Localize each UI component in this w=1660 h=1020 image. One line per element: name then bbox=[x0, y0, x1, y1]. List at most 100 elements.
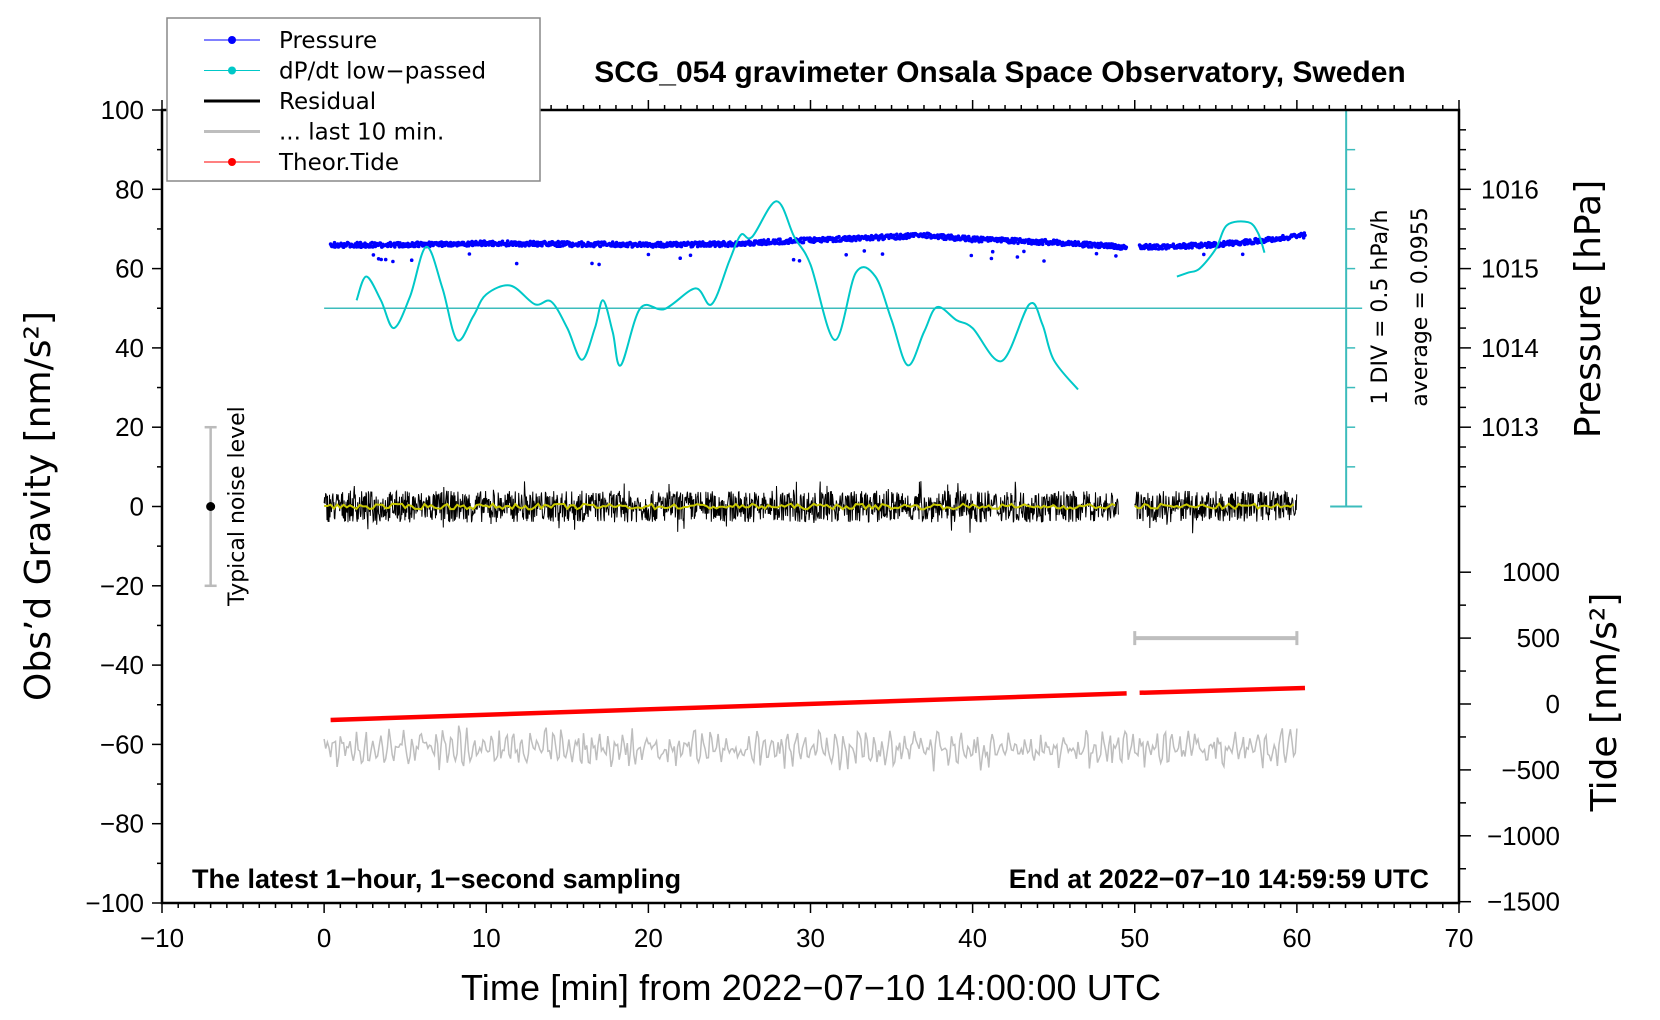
last-10-min-trace bbox=[323, 725, 1298, 772]
pressure-tick-label: 1014 bbox=[1481, 333, 1539, 363]
tick-labels: −10 0 10 20 30 40 50 60 70100806040200−20−40−60−… bbox=[85, 95, 1560, 953]
pressure-point bbox=[505, 239, 510, 243]
tide-tick-label: 1000 bbox=[1502, 557, 1560, 587]
pressure-point bbox=[370, 240, 374, 245]
y-axis-title: Obs’d Gravity [nm/s²] bbox=[18, 311, 59, 701]
x-tick-label: 40 bbox=[958, 923, 987, 953]
tide-tick-label: −1000 bbox=[1487, 821, 1560, 851]
tide-tick-label: 500 bbox=[1517, 623, 1560, 653]
pressure-axis-title: Pressure [hPa] bbox=[1568, 180, 1609, 438]
tide-tick-label: −1500 bbox=[1487, 887, 1560, 917]
pressure-series bbox=[1137, 231, 1307, 257]
pressure-point bbox=[385, 244, 390, 249]
pressure-point bbox=[1240, 252, 1245, 257]
tide-tick-label: −500 bbox=[1501, 755, 1560, 785]
y-tick-label: −60 bbox=[100, 729, 144, 759]
tide-line bbox=[330, 691, 1127, 723]
pressure-point bbox=[598, 244, 603, 249]
y-tick-label: 80 bbox=[115, 174, 144, 204]
pressure-point bbox=[1022, 249, 1026, 254]
x-tick-label: 50 bbox=[1120, 923, 1149, 953]
x-tick-label: 10 bbox=[472, 923, 501, 953]
legend-marker bbox=[228, 66, 236, 75]
pressure-point bbox=[799, 236, 804, 241]
annotation-left: The latest 1−hour, 1−second sampling bbox=[192, 864, 681, 894]
pressure-point bbox=[646, 252, 651, 257]
pressure-point bbox=[383, 257, 388, 262]
legend-entry: ... last 10 min. bbox=[204, 120, 444, 146]
y-tick-label: 40 bbox=[115, 333, 144, 363]
pressure-point bbox=[788, 237, 793, 241]
plot-frame bbox=[160, 108, 1461, 905]
pressure-point bbox=[989, 256, 994, 261]
residual-filtered-trace bbox=[324, 502, 1116, 511]
pressure-point bbox=[778, 237, 782, 241]
pressure-point bbox=[969, 253, 974, 258]
pressure-point bbox=[1187, 246, 1191, 250]
legend-label: Residual bbox=[279, 89, 376, 115]
pressure-tick-label: 1015 bbox=[1481, 254, 1539, 284]
pressure-point bbox=[1005, 237, 1010, 241]
pressure-tick-label: 1013 bbox=[1481, 412, 1539, 442]
series-layer bbox=[204, 109, 1363, 772]
legend-entry: dP/dt low−passed bbox=[204, 59, 486, 85]
pressure-point bbox=[766, 237, 771, 242]
pressure-point bbox=[391, 259, 395, 264]
pressure-point bbox=[393, 245, 397, 249]
residual-filtered-trace bbox=[1134, 502, 1295, 511]
noise-level-label: Typical noise level bbox=[225, 406, 250, 607]
dpdt-average-label: average = 0.0955 bbox=[1408, 207, 1433, 406]
residual-trace bbox=[1134, 490, 1298, 534]
tide-line bbox=[1139, 685, 1306, 696]
pressure-point bbox=[1202, 252, 1206, 257]
pressure-point bbox=[688, 253, 693, 258]
pressure-point bbox=[597, 262, 601, 267]
x-tick-label: 60 bbox=[1282, 923, 1311, 953]
legend-label: Pressure bbox=[279, 28, 377, 54]
legend-label: Theor.Tide bbox=[278, 150, 399, 176]
pressure-point bbox=[880, 252, 885, 256]
legend-entry: Theor.Tide bbox=[204, 150, 399, 176]
x-tick-label: 30 bbox=[796, 923, 825, 953]
x-tick-label: 20 bbox=[634, 923, 663, 953]
annotation-right: End at 2022−07−10 14:59:59 UTC bbox=[1009, 864, 1429, 894]
noise-level-point bbox=[206, 502, 216, 511]
x-axis-title: Time [min] from 2022−07−10 14:00:00 UTC bbox=[461, 967, 1161, 1008]
pressure-point bbox=[614, 240, 619, 245]
pressure-tick-label: 1016 bbox=[1481, 174, 1539, 204]
x-tick-label: 0 bbox=[317, 923, 331, 953]
pressure-point bbox=[843, 235, 847, 239]
legend-marker bbox=[228, 158, 236, 166]
pressure-point bbox=[654, 244, 658, 249]
dpdt-curve bbox=[355, 200, 1079, 391]
pressure-point bbox=[1040, 242, 1045, 247]
dpdt-scale-label: 1 DIV = 0.5 hPa/h bbox=[1368, 210, 1393, 405]
chart-title: SCG_054 gravimeter Onsala Space Observat… bbox=[594, 56, 1406, 89]
pressure-point bbox=[371, 253, 376, 257]
legend-label: ... last 10 min. bbox=[279, 120, 444, 146]
pressure-point bbox=[1124, 245, 1129, 250]
pressure-point bbox=[1015, 255, 1020, 259]
pressure-point bbox=[837, 234, 841, 239]
legend-marker bbox=[228, 36, 236, 44]
x-tick-label: 70 bbox=[1445, 923, 1474, 953]
pressure-point bbox=[862, 249, 867, 253]
pressure-point bbox=[413, 244, 417, 249]
pressure-point bbox=[487, 243, 491, 247]
y-tick-label: 20 bbox=[115, 412, 144, 442]
pressure-point bbox=[1303, 233, 1307, 238]
dpdt-curve bbox=[1176, 220, 1266, 278]
tide-axis-title: Tide [nm/s²] bbox=[1584, 593, 1625, 813]
y-tick-label: −100 bbox=[85, 888, 144, 918]
pressure-point bbox=[514, 261, 519, 266]
pressure-series bbox=[328, 231, 1129, 267]
pressure-point bbox=[1114, 254, 1118, 258]
pressure-point bbox=[1148, 242, 1152, 247]
pressure-point bbox=[409, 258, 414, 263]
pressure-point bbox=[668, 240, 673, 245]
legend-label: dP/dt low−passed bbox=[279, 59, 486, 85]
pressure-point bbox=[801, 240, 806, 245]
y-tick-label: −40 bbox=[100, 650, 144, 680]
legend-entry: Residual bbox=[204, 89, 376, 115]
